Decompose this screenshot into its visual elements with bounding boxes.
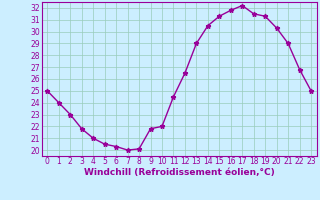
- X-axis label: Windchill (Refroidissement éolien,°C): Windchill (Refroidissement éolien,°C): [84, 168, 275, 177]
